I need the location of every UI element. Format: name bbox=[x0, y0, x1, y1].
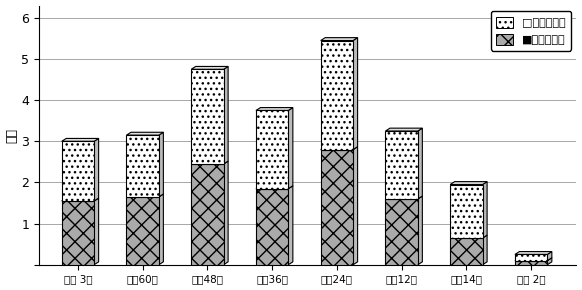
Polygon shape bbox=[353, 38, 357, 150]
Polygon shape bbox=[450, 235, 487, 238]
FancyBboxPatch shape bbox=[321, 41, 353, 150]
FancyBboxPatch shape bbox=[256, 188, 288, 265]
Polygon shape bbox=[126, 194, 164, 197]
Polygon shape bbox=[321, 147, 357, 150]
FancyBboxPatch shape bbox=[62, 141, 94, 201]
Polygon shape bbox=[515, 251, 552, 254]
Polygon shape bbox=[223, 66, 228, 164]
FancyBboxPatch shape bbox=[450, 184, 482, 238]
FancyBboxPatch shape bbox=[126, 135, 159, 197]
FancyBboxPatch shape bbox=[256, 110, 288, 188]
Y-axis label: 万人: 万人 bbox=[6, 128, 19, 143]
Polygon shape bbox=[94, 198, 98, 265]
Polygon shape bbox=[547, 258, 552, 265]
FancyBboxPatch shape bbox=[126, 197, 159, 265]
FancyBboxPatch shape bbox=[191, 69, 223, 164]
Polygon shape bbox=[159, 194, 164, 265]
Polygon shape bbox=[385, 128, 423, 131]
Polygon shape bbox=[126, 132, 164, 135]
Polygon shape bbox=[191, 66, 228, 69]
FancyBboxPatch shape bbox=[385, 131, 418, 199]
Polygon shape bbox=[62, 138, 98, 141]
Polygon shape bbox=[321, 38, 357, 41]
Polygon shape bbox=[385, 196, 423, 199]
Polygon shape bbox=[159, 132, 164, 197]
FancyBboxPatch shape bbox=[385, 199, 418, 265]
Polygon shape bbox=[515, 258, 552, 261]
Polygon shape bbox=[547, 251, 552, 261]
Polygon shape bbox=[353, 147, 357, 265]
Polygon shape bbox=[256, 108, 293, 110]
Polygon shape bbox=[288, 186, 293, 265]
Polygon shape bbox=[191, 161, 228, 164]
Polygon shape bbox=[482, 235, 487, 265]
FancyBboxPatch shape bbox=[62, 201, 94, 265]
Polygon shape bbox=[450, 182, 487, 184]
Polygon shape bbox=[94, 138, 98, 201]
Polygon shape bbox=[256, 186, 293, 188]
FancyBboxPatch shape bbox=[450, 238, 482, 265]
FancyBboxPatch shape bbox=[515, 254, 547, 261]
Polygon shape bbox=[418, 128, 423, 199]
FancyBboxPatch shape bbox=[321, 150, 353, 265]
Legend: □女（万人）, ■男（万人）: □女（万人）, ■男（万人） bbox=[491, 11, 571, 51]
Polygon shape bbox=[223, 161, 228, 265]
Polygon shape bbox=[288, 108, 293, 188]
FancyBboxPatch shape bbox=[191, 164, 223, 265]
Polygon shape bbox=[418, 196, 423, 265]
FancyBboxPatch shape bbox=[515, 261, 547, 265]
Polygon shape bbox=[62, 198, 98, 201]
Polygon shape bbox=[482, 182, 487, 238]
